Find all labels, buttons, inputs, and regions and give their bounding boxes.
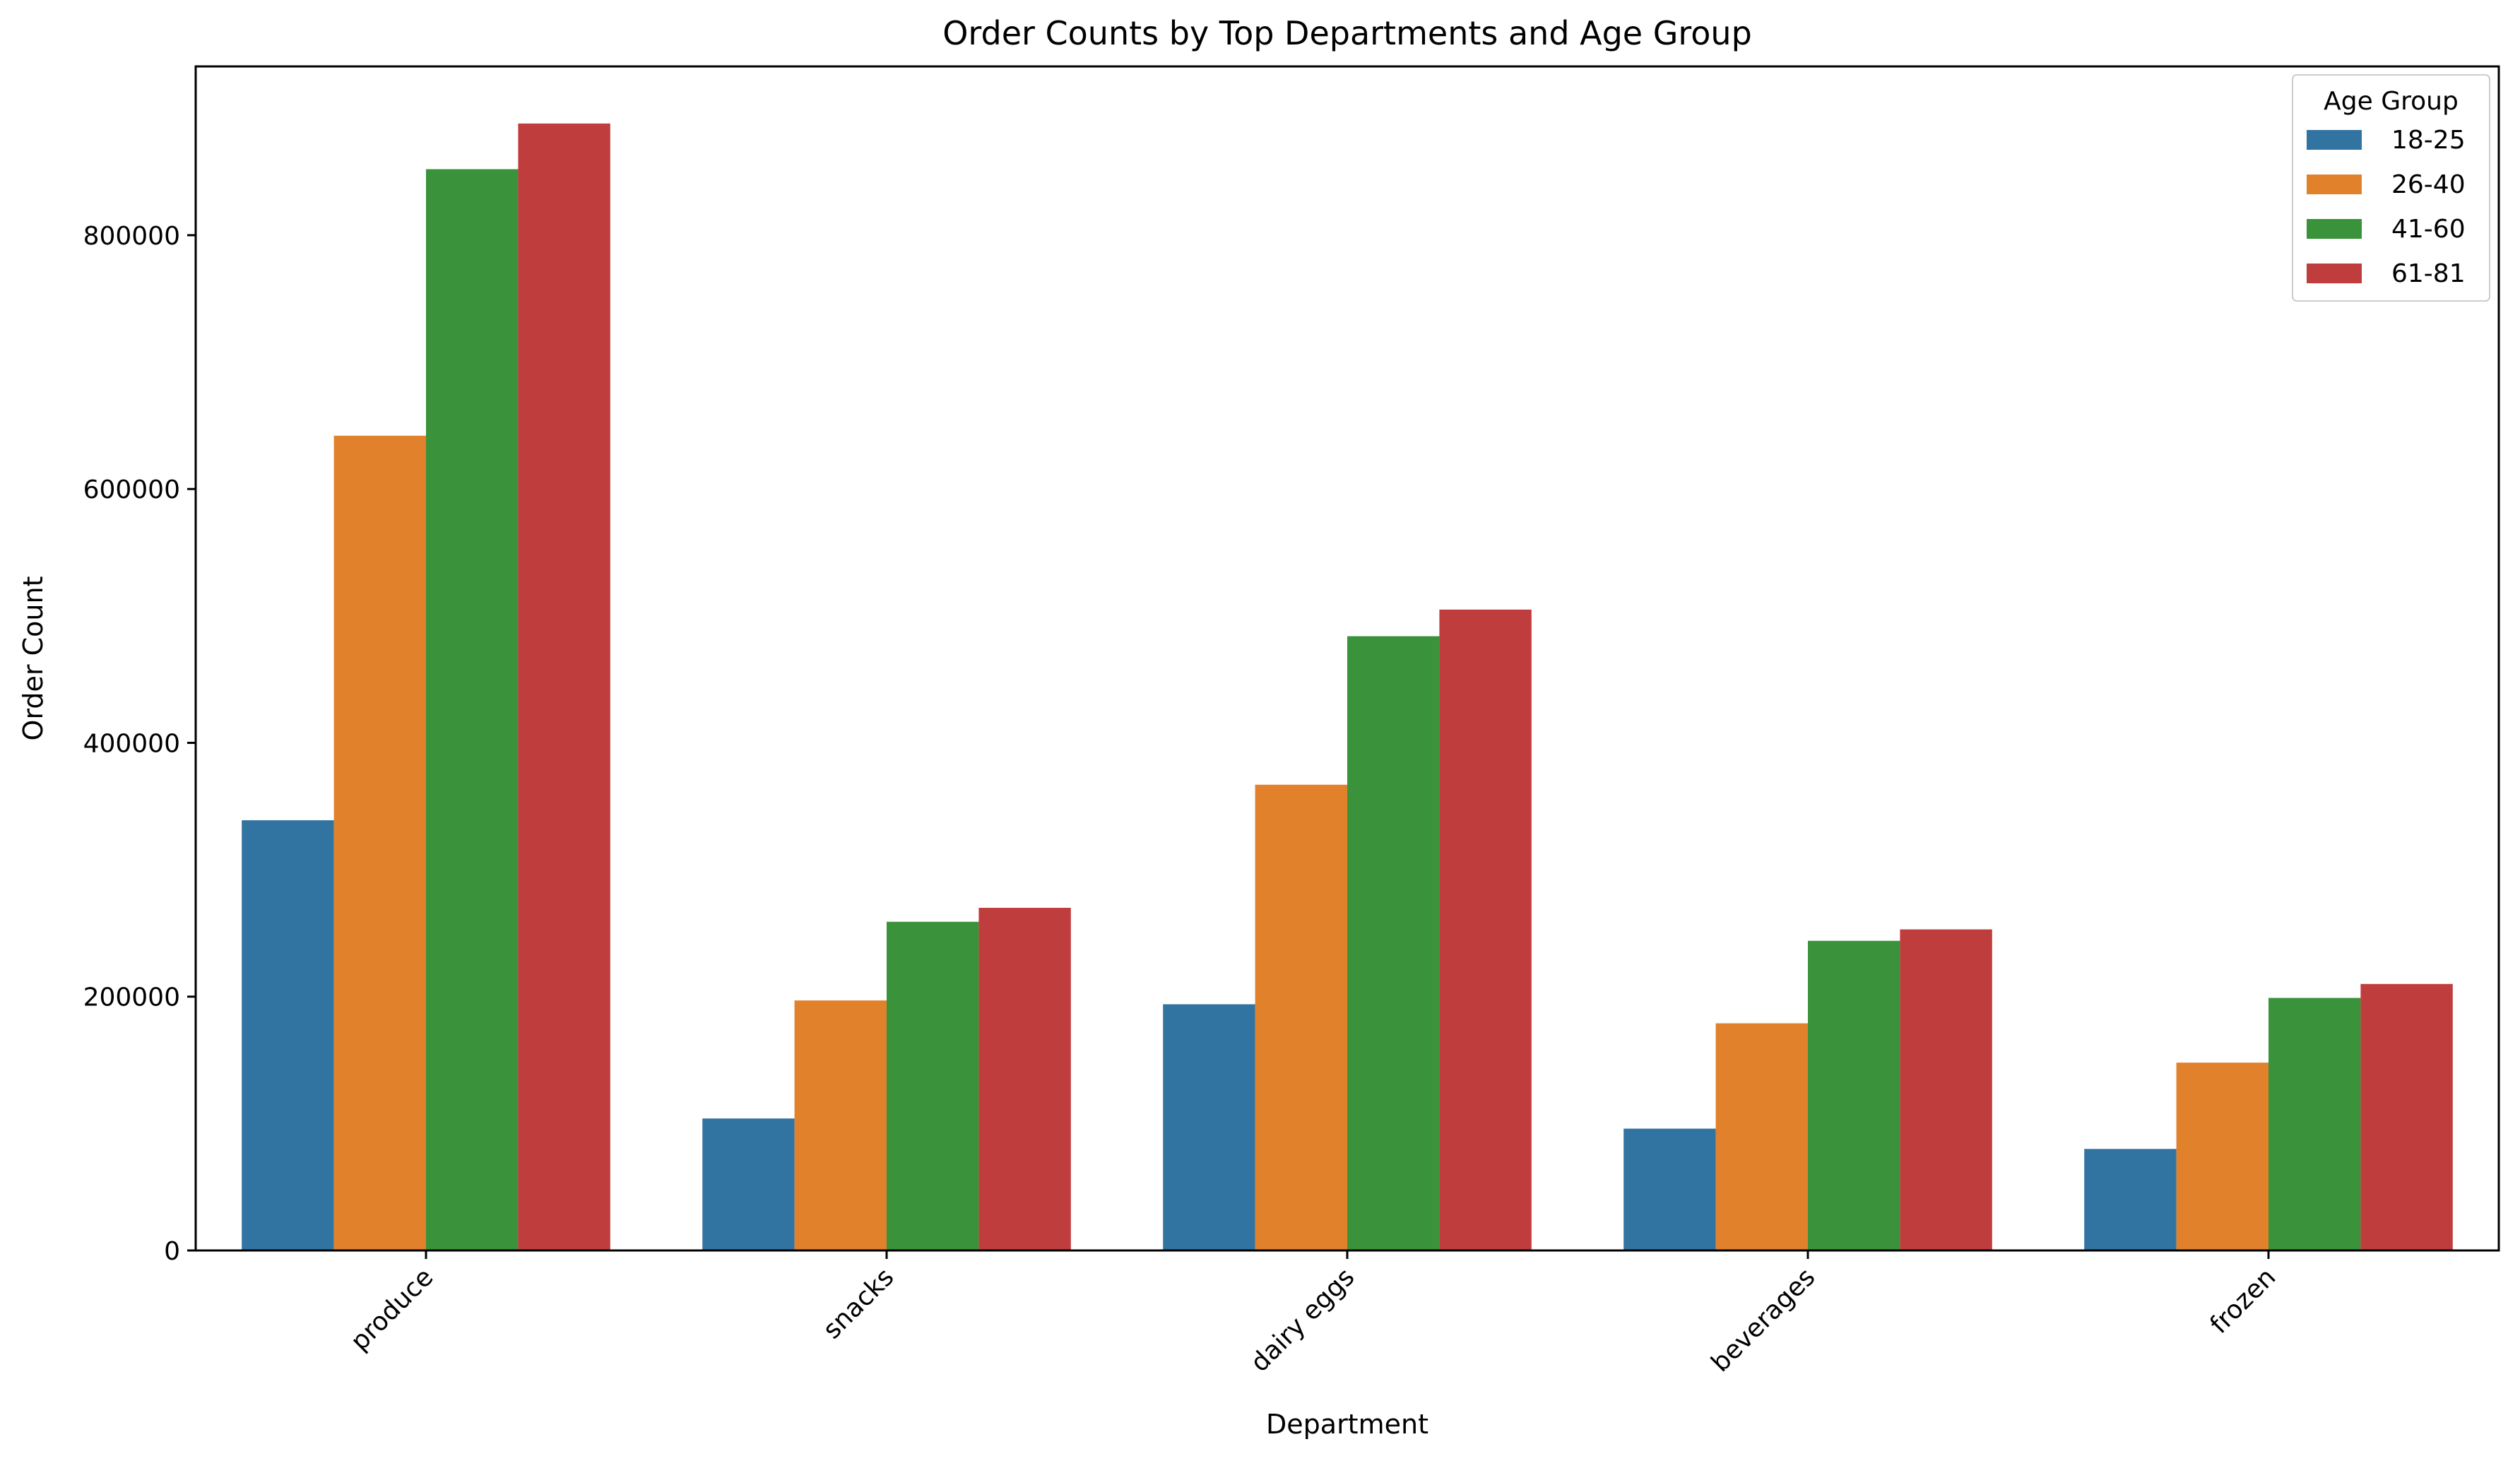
legend: Age Group 18-25 26-40 41-60 61-81 bbox=[2292, 74, 2490, 302]
bar-produce-61-81 bbox=[518, 123, 610, 1250]
bar-beverages-61-81 bbox=[1900, 929, 1992, 1250]
legend-label-18-25: 18-25 bbox=[2391, 126, 2466, 155]
legend-label-41-60: 41-60 bbox=[2391, 215, 2466, 244]
y-tick-label: 600000 bbox=[83, 475, 180, 504]
bar-snacks-18-25 bbox=[702, 1118, 795, 1250]
bar-frozen-26-40 bbox=[2176, 1063, 2268, 1250]
legend-swatch-18-25 bbox=[2307, 130, 2362, 150]
bar-produce-18-25 bbox=[242, 820, 334, 1250]
bar-beverages-18-25 bbox=[1623, 1128, 1716, 1250]
bar-snacks-26-40 bbox=[794, 1000, 887, 1250]
legend-label-61-81: 61-81 bbox=[2391, 259, 2466, 288]
plot-frame bbox=[194, 65, 2500, 1252]
legend-title: Age Group bbox=[2324, 87, 2459, 116]
y-tick-label: 200000 bbox=[83, 983, 180, 1012]
chart-title: Order Counts by Top Departments and Age … bbox=[942, 14, 1752, 52]
y-axis-label: Order Count bbox=[18, 576, 49, 741]
legend-swatch-61-81 bbox=[2307, 264, 2362, 283]
legend-swatch-26-40 bbox=[2307, 175, 2362, 194]
bar-frozen-61-81 bbox=[2360, 983, 2453, 1250]
y-tick-label: 0 bbox=[164, 1237, 180, 1266]
x-axis-label: Department bbox=[1266, 1409, 1428, 1440]
bar-beverages-41-60 bbox=[1808, 940, 1900, 1250]
bar-snacks-61-81 bbox=[978, 907, 1071, 1250]
bar-beverages-26-40 bbox=[1715, 1023, 1808, 1250]
bar-dairy-eggs-41-60 bbox=[1347, 636, 1440, 1250]
legend-swatch-41-60 bbox=[2307, 219, 2362, 239]
bar-produce-41-60 bbox=[426, 169, 519, 1250]
bar-frozen-18-25 bbox=[2084, 1149, 2177, 1250]
bar-snacks-41-60 bbox=[887, 921, 979, 1250]
y-tick-label: 800000 bbox=[83, 222, 180, 251]
bar-dairy-eggs-26-40 bbox=[1255, 784, 1347, 1250]
legend-label-26-40: 26-40 bbox=[2391, 170, 2466, 199]
bar-frozen-41-60 bbox=[2268, 998, 2361, 1250]
bar-dairy-eggs-18-25 bbox=[1163, 1004, 1255, 1250]
bar-dairy-eggs-61-81 bbox=[1439, 609, 1532, 1250]
bars-layer bbox=[242, 123, 2453, 1251]
y-tick-label: 400000 bbox=[83, 729, 180, 758]
y-axis: 0 200000 400000 600000 800000 bbox=[83, 222, 196, 1266]
bar-produce-26-40 bbox=[333, 435, 426, 1251]
